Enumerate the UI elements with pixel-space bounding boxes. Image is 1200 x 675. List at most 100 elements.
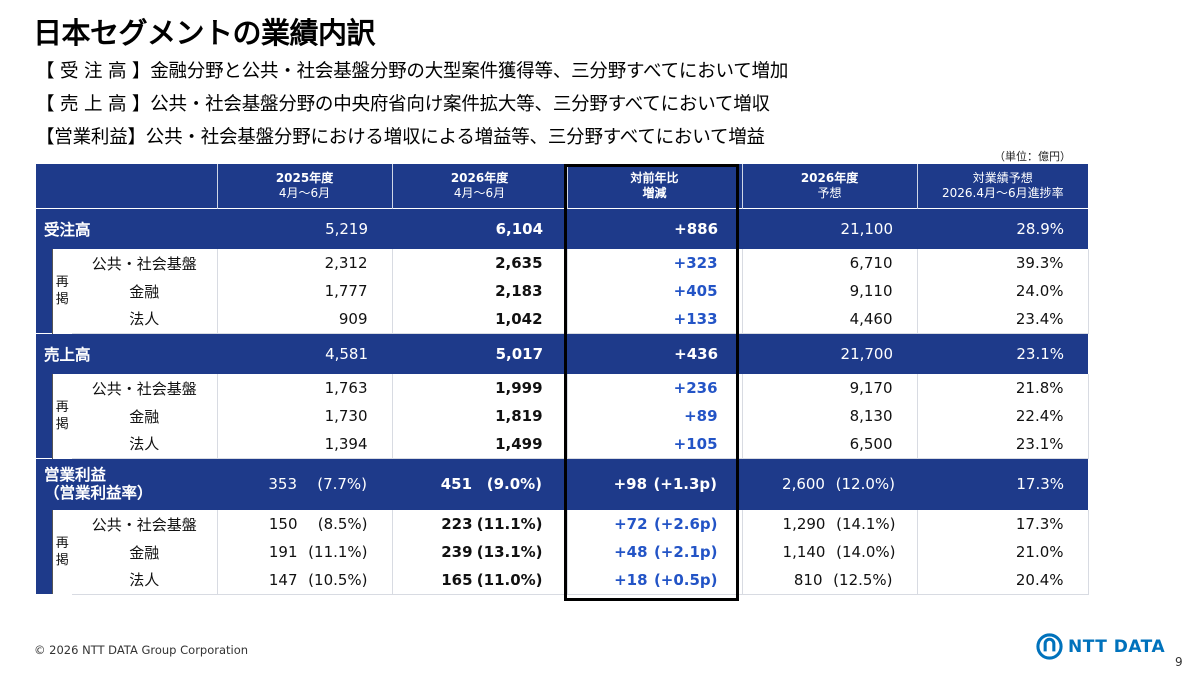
sub-forecast: 1,140 (14.0%) [741,538,918,566]
sub-diff: +236 [566,374,743,402]
sub-forecast-value: 1,290 [782,515,826,533]
sub-row: 金融 1,730 1,819 +89 8,130 22.4% [36,402,1089,430]
sub-diff: +105 [566,430,743,459]
header-forecast-line2: 予想 [817,185,842,200]
sub-row: 法人 147 (10.5%) 165 (11.0%) +18 (+0.5p) 810 (12.5… [36,566,1089,595]
header-progress: 対業績予想 2026.4月～6月進捗率 [916,164,1089,208]
section-prev-value: 353 [268,475,298,494]
sub-diff-ratio: (+2.1p) [653,543,718,561]
sub-prev-ratio: (11.1%) [308,543,368,561]
sub-diff: +405 [566,277,743,305]
sub-row-label: 公共・社会基盤 [72,510,218,538]
sub-forecast: 810 (12.5%) [741,566,918,595]
section-row: 売上高 4,581 5,017 +436 21,700 23.1% [36,332,1089,374]
sub-curr: 1,819 [391,402,568,430]
page-title: 日本セグメントの業績内訳 [33,16,376,50]
section-curr-value: 451 [440,475,473,494]
reposted-tag: 再 掲 [51,374,72,458]
sub-prev-value: 150 [268,515,298,533]
sub-prev: 2,312 [216,249,393,277]
bullet-operating-income: 【営業利益】公共・社会基盤分野における増収による増益等、三分野すべてにおいて増益 [36,127,765,148]
sub-progress: 17.3% [916,510,1089,538]
sub-row-label: 法人 [72,305,218,334]
unit-note: （単位：億円） [994,150,1071,163]
sub-forecast: 6,500 [741,430,918,459]
reposted-tag-text: 再 掲 [55,399,69,432]
sub-prev: 1,394 [216,430,393,459]
sub-forecast-value: 810 [793,570,823,589]
sub-progress: 21.0% [916,538,1089,566]
page-number: 9 [1175,655,1183,669]
sub-curr: 223 (11.1%) [391,510,568,538]
sub-prev: 191 (11.1%) [216,538,393,566]
sub-row: 再 掲公共・社会基盤 2,312 2,635 +323 6,710 39.3% [36,249,1089,333]
sub-row-label: 法人 [72,430,218,459]
header-yoy-line1: 対前年比 [630,170,679,185]
reposted-tag-text: 再 掲 [55,274,69,307]
bullet-sales: 【 売 上 高 】公共・社会基盤分野の中央府省向け案件拡大等、三分野すべてにおい… [36,94,770,115]
sub-curr: 2,183 [391,277,568,305]
results-table: 2025年度 4月～6月 2026年度 4月～6月 対前年比 増減 2026年度 予想 … [36,164,1089,595]
sub-forecast-ratio: (14.0%) [836,543,896,561]
sub-row-label: 金融 [72,538,218,566]
sub-row: 法人 909 1,042 +133 4,460 23.4% [36,305,1089,334]
sub-curr-ratio: (11.0%) [476,570,543,589]
section-curr: 5,017 [392,332,568,374]
sub-row-label: 法人 [72,566,218,595]
section-curr-ratio: (9.0%) [486,475,543,494]
sub-diff: +48 (+2.1p) [566,538,743,566]
sub-progress: 23.1% [916,430,1089,459]
section-prev: 353 (7.7%) [217,457,393,510]
sub-row-label: 公共・社会基盤 [72,374,218,402]
section-prev: 5,219 [217,207,393,249]
section-progress: 28.9% [917,207,1089,249]
sub-curr-ratio: (11.1%) [476,515,543,533]
section-progress: 17.3% [917,457,1089,510]
table-header-row: 2025年度 4月～6月 2026年度 4月～6月 対前年比 増減 2026年度 予想 … [36,164,1089,208]
reposted-tag-text: 再 掲 [55,536,69,568]
sub-diff: +323 [566,249,743,277]
ntt-data-logo: NTT DATA [1036,633,1165,660]
section-label: 営業利益 （営業利益率） [36,457,218,510]
sub-row: 金融 1,777 2,183 +405 9,110 24.0% [36,277,1089,305]
sub-diff-value: +72 [614,515,648,533]
section-diff-value: +98 [613,475,648,494]
sub-progress: 23.4% [916,305,1089,334]
sub-row: 金融 191 (11.1%) 239 (13.1%) +48 (+2.1p) 1,140 (14… [36,538,1089,566]
sub-progress: 21.8% [916,374,1089,402]
sub-diff-value: +48 [614,543,648,561]
bullet-orders: 【 受 注 高 】金融分野と公共・社会基盤分野の大型案件獲得等、三分野すべてにお… [36,61,789,82]
reposted-tag: 再 掲 [51,249,72,333]
header-yoy-change: 対前年比 増減 [566,164,743,208]
ntt-data-logo-icon [1036,633,1063,660]
sub-diff-ratio: (+0.5p) [653,570,718,589]
sub-prev-ratio: (10.5%) [308,570,368,589]
header-yoy-line2: 増減 [642,185,667,200]
sub-prev: 1,777 [216,277,393,305]
section-label-main: 受注高 [44,220,91,239]
header-progress-line2: 2026.4月～6月進捗率 [941,185,1064,200]
sub-prev: 1,763 [216,374,393,402]
sub-forecast: 8,130 [741,402,918,430]
sub-forecast: 9,170 [741,374,918,402]
section-curr: 6,104 [392,207,568,249]
sub-forecast: 4,460 [741,305,918,334]
section-label-main: 営業利益 [44,466,107,485]
section-forecast: 2,600 (12.0%) [742,457,918,510]
header-curr-year: 2026年度 4月～6月 [391,164,568,208]
section-label-main: 売上高 [44,345,91,364]
header-prev-year-line1: 2025年度 [275,170,334,185]
sub-prev: 147 (10.5%) [216,566,393,595]
sub-curr: 1,042 [391,305,568,334]
section-prev: 4,581 [217,332,393,374]
sub-row: 法人 1,394 1,499 +105 6,500 23.1% [36,430,1089,459]
sub-diff: +89 [566,402,743,430]
sub-curr-value: 223 [441,515,473,533]
sub-row-label: 金融 [72,277,218,305]
section-diff: +98 (+1.3p) [567,457,743,510]
sub-prev-value: 147 [268,570,298,589]
sub-curr: 165 (11.0%) [391,566,568,595]
sub-diff-value: +18 [614,570,648,589]
sub-prev-ratio: (8.5%) [317,515,368,533]
section-label: 売上高 [36,332,218,374]
